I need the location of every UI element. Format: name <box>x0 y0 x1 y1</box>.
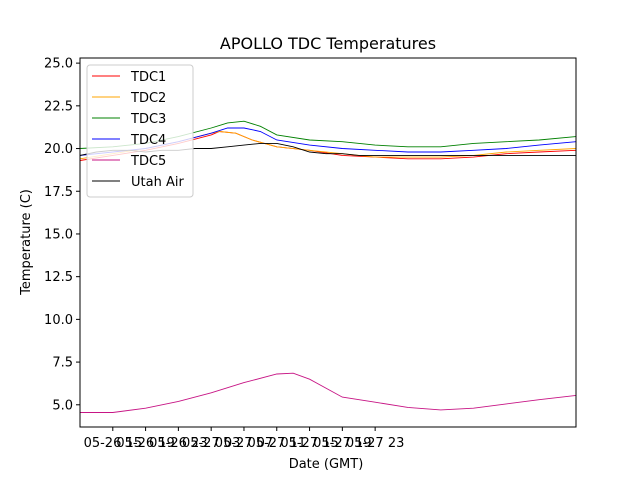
x-tick-label: 05-26 23 <box>149 436 207 451</box>
legend-label: TDC2 <box>130 91 166 106</box>
x-axis-label: Date (GMT) <box>289 457 364 472</box>
x-tick-label: 05-26 19 <box>116 436 174 451</box>
legend: TDC1 TDC2 TDC3 TDC4 TDC5 Utah Air <box>86 64 194 198</box>
x-tick-label: 05-27 11 <box>248 436 306 451</box>
y-tick-label: 7.5 <box>52 356 73 371</box>
chart-title: APOLLO TDC Temperatures <box>220 34 436 53</box>
legend-box <box>86 64 194 198</box>
legend-label: Utah Air <box>131 175 184 190</box>
y-axis: 5.0 7.5 10.0 12.5 15.0 17.5 20.0 22.5 25.0 <box>44 57 80 413</box>
y-tick-label: 20.0 <box>44 142 73 157</box>
y-tick-label: 17.5 <box>44 185 73 200</box>
plot-frame <box>79 57 577 428</box>
y-tick-label: 22.5 <box>44 99 73 114</box>
x-tick-label: 05-27 19 <box>313 436 371 451</box>
legend-label: TDC1 <box>130 70 166 85</box>
y-tick-label: 15.0 <box>44 227 73 242</box>
x-tick-label: 05-27 23 <box>346 436 404 451</box>
legend-label: TDC4 <box>130 133 166 148</box>
series-line-tdc5 <box>80 372 577 413</box>
legend-label: TDC5 <box>130 154 166 169</box>
x-tick-label: 05-26 15 <box>84 436 142 451</box>
y-tick-label: 10.0 <box>44 313 73 328</box>
x-tick-label: 05-27 15 <box>280 436 338 451</box>
x-tick-label: 05-27 07 <box>215 436 273 451</box>
y-tick-label: 12.5 <box>44 270 73 285</box>
y-axis-label: Temperature (C) <box>19 189 34 296</box>
x-tick-label: 05-27 03 <box>182 436 240 451</box>
y-tick-label: 5.0 <box>52 398 73 413</box>
y-tick-label: 25.0 <box>44 57 73 72</box>
legend-label: TDC3 <box>130 112 166 127</box>
